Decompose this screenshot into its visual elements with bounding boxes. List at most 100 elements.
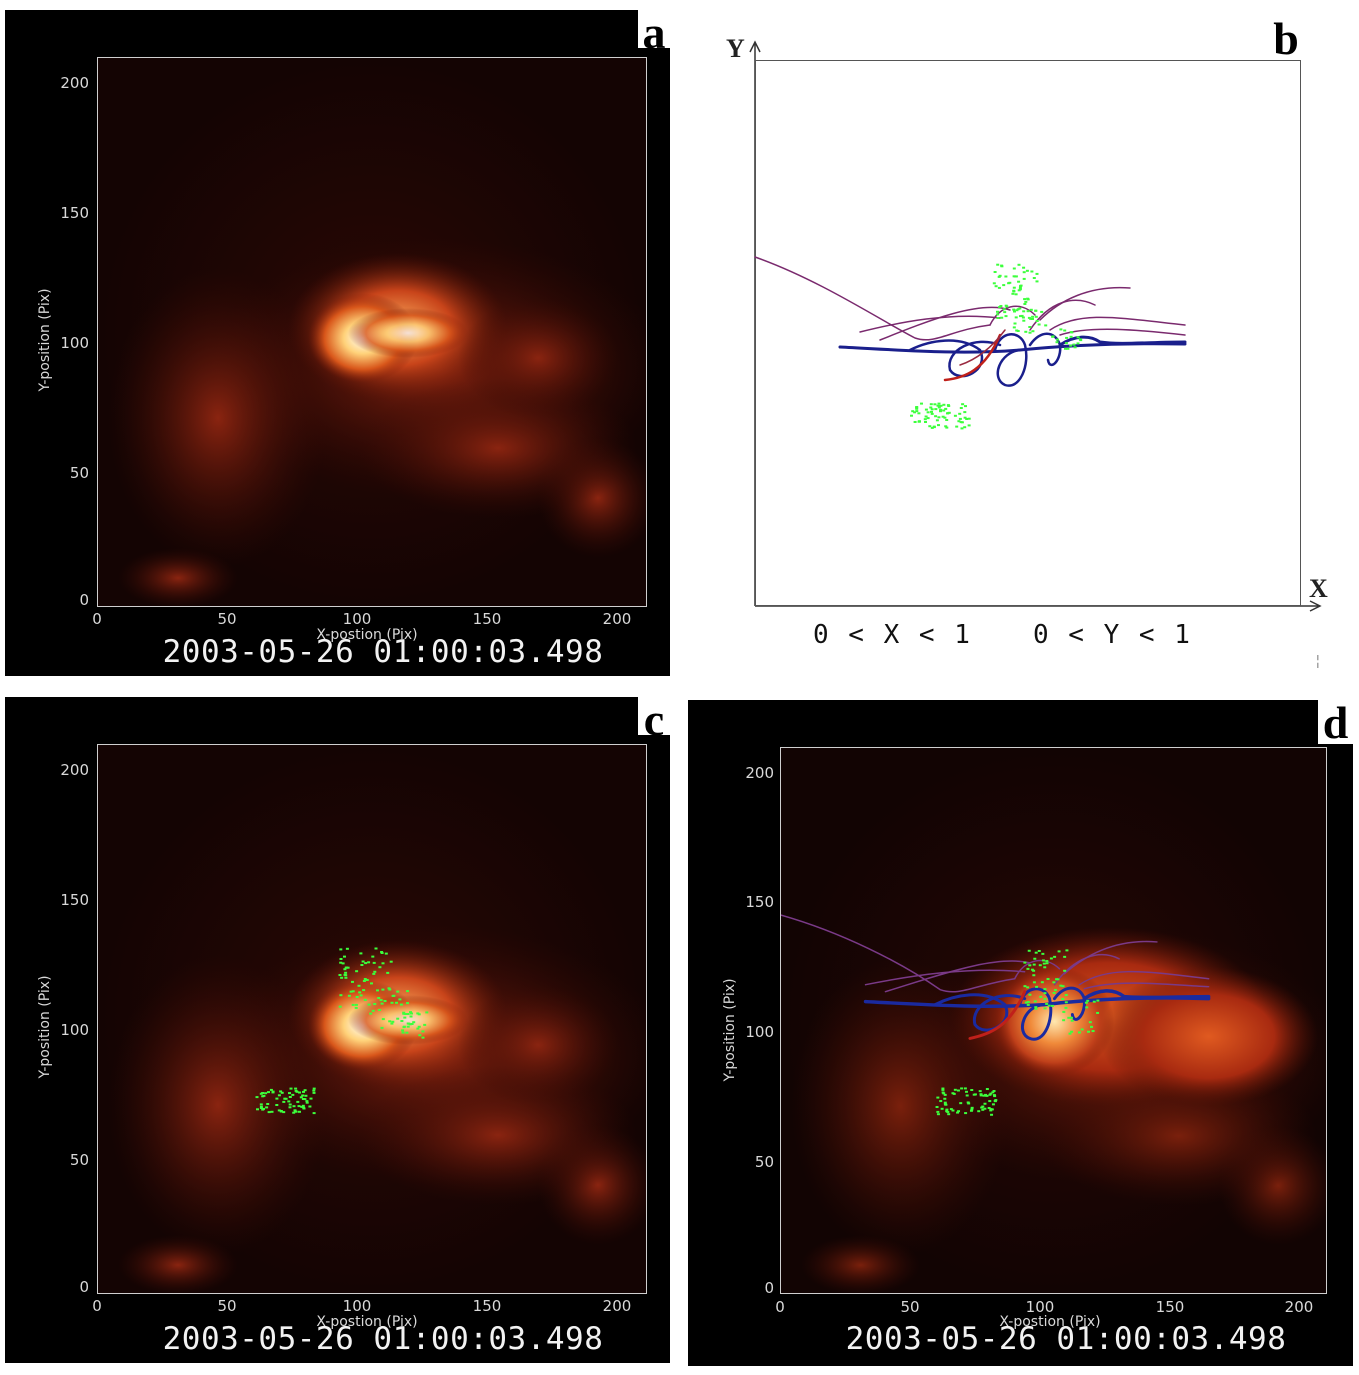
data-point [279,1110,283,1113]
panel-a-x-axis-label: X-postion (Pix) [316,627,418,643]
data-point [1064,1006,1068,1009]
data-point [339,961,343,964]
data-point [979,1093,983,1096]
data-point [380,1026,384,1029]
data-point [275,1097,279,1100]
data-point [295,1090,299,1093]
panel-d-xtick-100: 100 [1025,1298,1055,1316]
panel-c-ytick-0: 0 [79,1278,89,1296]
data-point [1033,957,1037,960]
data-point [963,426,967,429]
data-point [1027,949,1031,952]
data-point [1028,993,1032,996]
data-point [1045,1002,1049,1005]
data-point [953,414,957,417]
data-point [312,1112,316,1115]
panel-a-plot [97,57,647,607]
data-point [924,408,928,411]
data-point [296,1100,300,1103]
data-point [913,421,917,423]
data-point [409,1015,413,1018]
data-point [1034,315,1038,318]
data-point [960,427,964,430]
data-point [340,976,344,979]
data-point [400,1020,404,1022]
data-point [1017,280,1021,283]
data-point [1089,1025,1093,1028]
data-point [1086,999,1090,1002]
data-point [364,962,368,965]
panel-a-timestamp: 2003-05-26 01:00:03.498 [162,634,604,670]
data-point [1076,336,1080,339]
data-point [1004,304,1008,307]
data-point [941,1087,945,1090]
data-point [1025,269,1029,272]
data-point [1015,309,1019,312]
data-point [1080,1028,1084,1031]
data-point [1030,270,1034,273]
data-point [996,310,999,313]
data-point [1037,949,1041,952]
data-point [969,1109,973,1112]
panel-d-x-axis-label: X-postion (Pix) [999,1314,1101,1330]
data-point [1026,1003,1030,1006]
data-point [965,1094,969,1097]
data-point [1026,297,1030,300]
panel-c-xtick-100: 100 [342,1297,372,1315]
data-point [301,1104,305,1107]
data-point [305,1101,309,1104]
data-point [1061,985,1065,988]
data-point [985,1088,989,1091]
panel-d-ytick-0: 0 [764,1279,774,1297]
data-point [405,1031,409,1034]
data-point [992,282,996,285]
data-point [924,415,928,418]
data-point [408,1023,412,1026]
data-point [288,1092,291,1095]
data-point [988,1093,992,1096]
data-point [942,403,946,406]
panel-d-xtick-150: 150 [1155,1298,1185,1316]
data-point [267,1091,270,1094]
data-point [379,999,383,1002]
data-point [1018,307,1022,310]
data-point [937,402,941,405]
data-point [1019,284,1023,287]
data-point [1023,298,1027,301]
data-point [402,1026,406,1029]
panel-c-ytick-200: 200 [60,761,89,779]
data-point [939,1100,943,1103]
data-point [1063,329,1067,332]
data-point [406,1025,410,1028]
data-point [1070,1030,1074,1033]
data-point [416,1012,420,1015]
data-point [983,1107,987,1110]
data-point [1028,326,1032,328]
data-point [1096,999,1100,1002]
data-point [1024,300,1028,303]
data-point [945,1108,949,1111]
data-point [343,968,347,971]
panel-d-xtick-0: 0 [775,1298,785,1316]
data-point [960,421,964,424]
data-point [351,980,354,983]
data-point [1012,289,1016,292]
data-point [1016,330,1020,332]
panel-d-heatmap [781,748,1326,1293]
data-point [344,976,348,979]
data-point [388,1020,392,1023]
data-point [378,1009,382,1011]
data-point [993,1100,997,1103]
panel-a-letter: a [638,10,670,56]
data-point [406,1002,409,1005]
data-point [406,1013,410,1015]
data-point [928,425,932,428]
data-point [288,1103,292,1106]
data-point [985,1094,989,1097]
data-point [1003,311,1007,314]
data-point [1069,344,1073,347]
data-point [344,966,348,969]
data-point [964,1090,968,1093]
data-point [255,1096,259,1099]
data-point [933,403,937,406]
